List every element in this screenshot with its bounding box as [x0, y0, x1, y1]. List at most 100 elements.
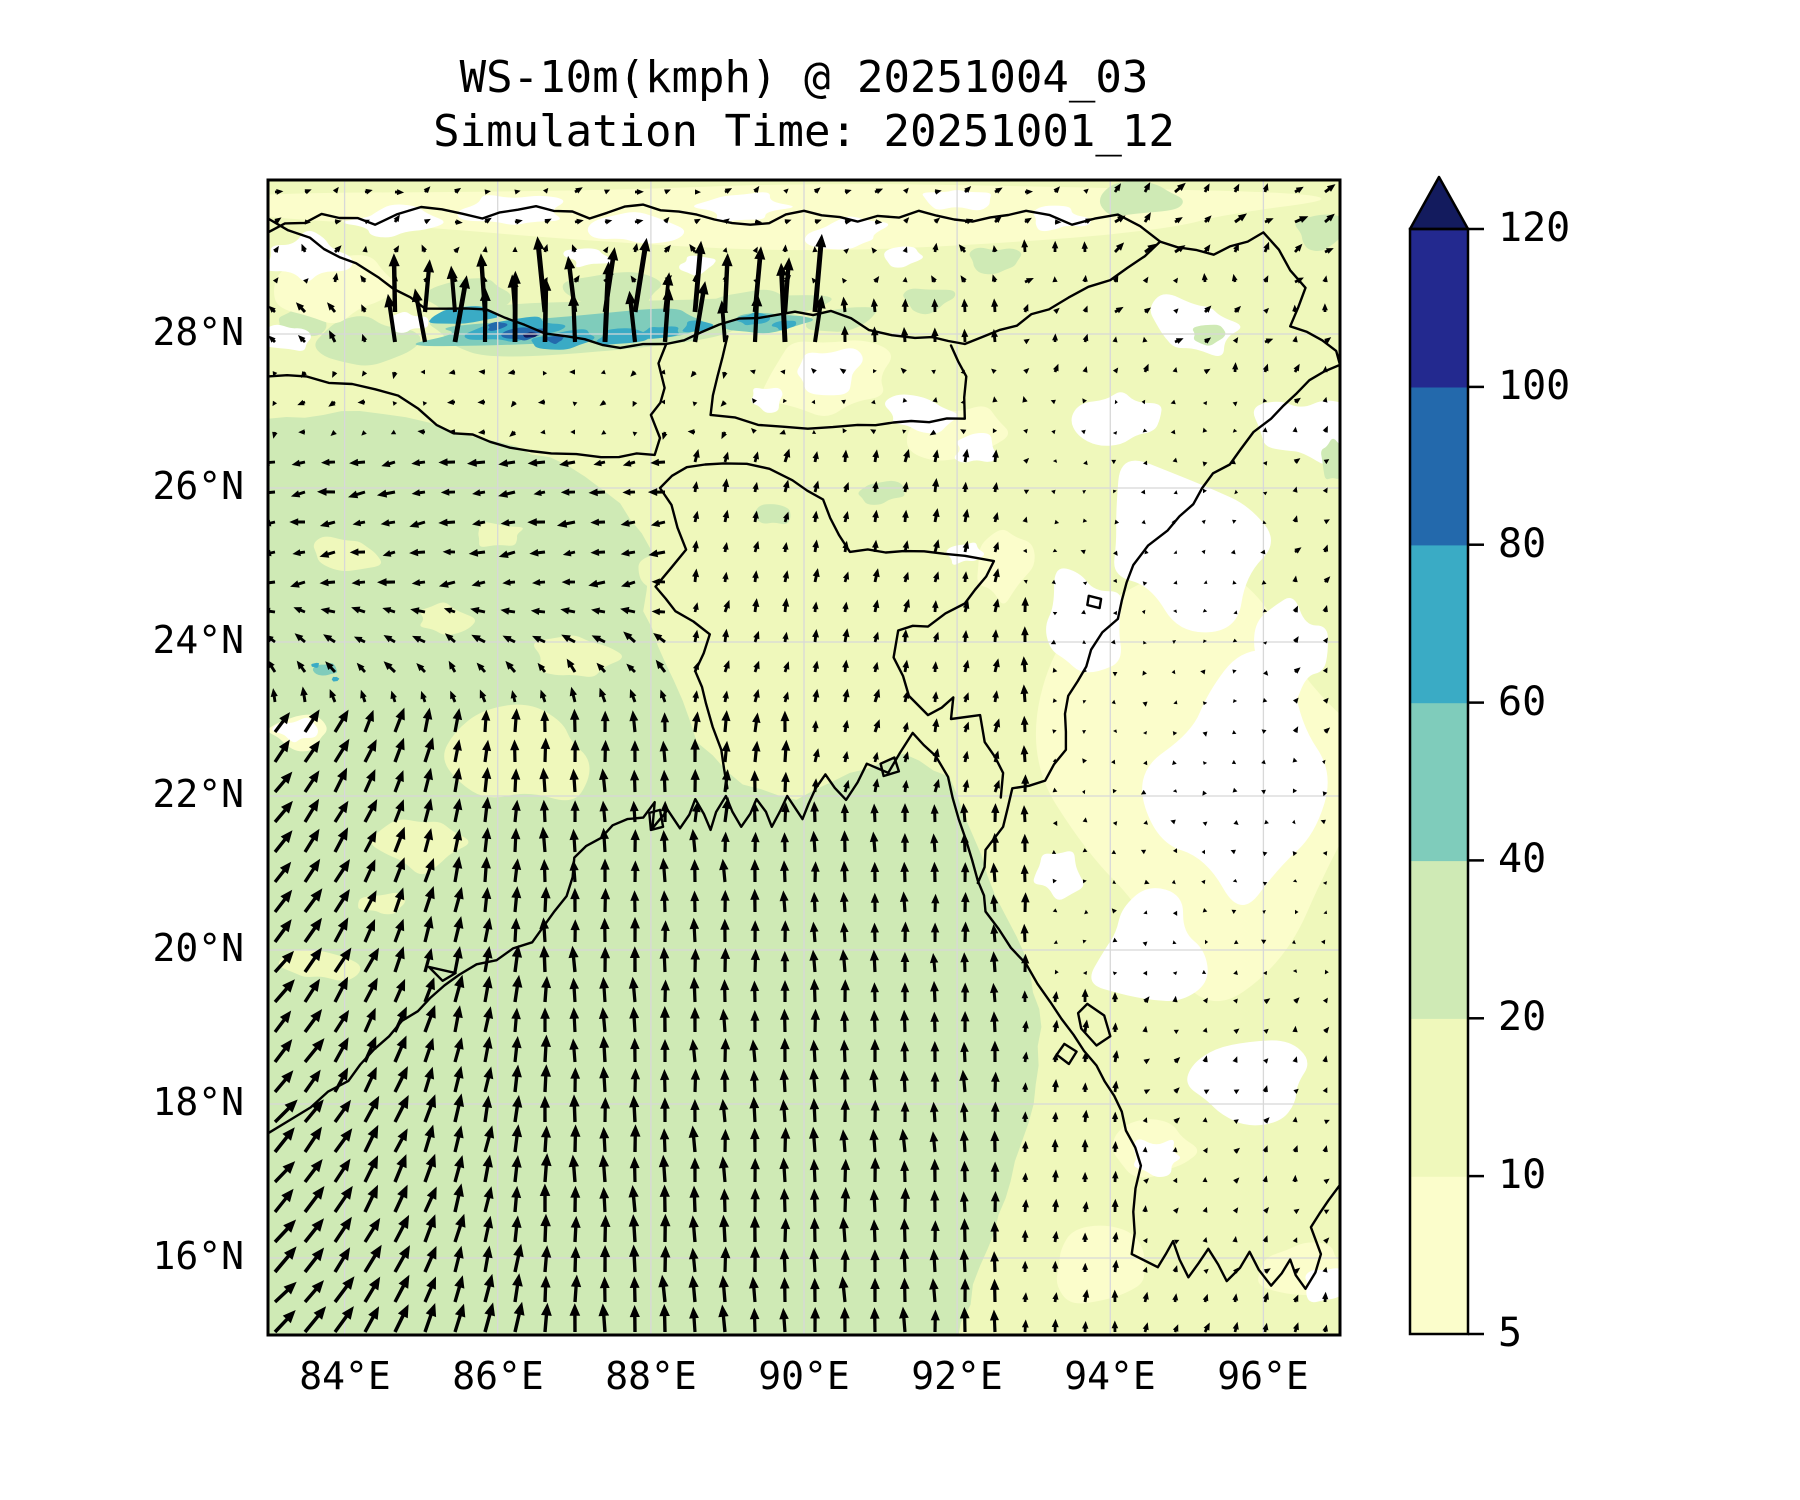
- wind-arrow: [1322, 1087, 1328, 1094]
- wind-arrow: [569, 369, 575, 375]
- wind-arrow: [692, 568, 700, 583]
- wind-arrow: [990, 1278, 1000, 1302]
- wind-arrow: [1021, 774, 1030, 792]
- wind-arrow: [1231, 759, 1237, 765]
- wind-arrow: [902, 246, 908, 253]
- wind-arrow: [1172, 789, 1178, 793]
- wind-arrow: [470, 607, 486, 615]
- wind-arrow: [452, 1005, 463, 1033]
- wind-arrow: [900, 951, 910, 972]
- wind-arrow: [1262, 183, 1269, 193]
- wind-arrow: [423, 1124, 435, 1153]
- wind-arrow: [720, 918, 730, 942]
- x-tick-label: 96°E: [1217, 1354, 1309, 1398]
- wind-arrow: [1082, 1262, 1089, 1272]
- wind-arrow: [782, 244, 788, 253]
- wind-arrow: [752, 398, 757, 404]
- wind-arrow: [781, 802, 790, 823]
- wind-arrow: [841, 325, 849, 342]
- wind-arrow: [870, 1277, 880, 1302]
- wind-arrow: [1322, 425, 1328, 433]
- wind-arrow: [268, 635, 276, 644]
- wind-arrow: [1052, 276, 1058, 283]
- wind-arrow: [932, 748, 940, 763]
- wind-arrow: [1052, 333, 1058, 343]
- wind-arrow: [1174, 182, 1186, 194]
- wind-arrow: [273, 712, 290, 733]
- wind-arrow: [689, 1039, 699, 1063]
- wind-arrow: [1233, 1147, 1240, 1154]
- wind-arrow: [1262, 609, 1268, 613]
- wind-arrow: [1231, 909, 1237, 914]
- wind-arrow: [782, 398, 788, 403]
- wind-arrow: [1141, 399, 1146, 405]
- wind-arrow: [1262, 1175, 1268, 1183]
- wind-arrow: [393, 770, 404, 793]
- wind-arrow: [1114, 242, 1125, 253]
- wind-arrow: [596, 662, 607, 673]
- wind-arrow: [393, 1184, 408, 1213]
- wind-arrow: [511, 1064, 522, 1093]
- wind-arrow: [1113, 183, 1121, 193]
- wind-arrow: [630, 916, 640, 942]
- wind-arrow: [1263, 1268, 1271, 1274]
- wind-arrow: [1173, 1029, 1179, 1035]
- wind-arrow: [598, 1154, 609, 1183]
- wind-arrow: [1023, 368, 1030, 374]
- wind-arrow: [542, 244, 549, 253]
- wind-arrow: [1202, 908, 1208, 913]
- wind-arrow: [1172, 731, 1178, 736]
- wind-arrow: [658, 1154, 670, 1183]
- wind-arrow: [1322, 487, 1328, 494]
- wind-arrow: [333, 1247, 351, 1273]
- wind-arrow: [779, 1188, 790, 1213]
- wind-arrow: [962, 600, 970, 613]
- wind-arrow: [902, 659, 910, 673]
- wind-arrow: [273, 919, 292, 943]
- wind-arrow: [357, 399, 366, 405]
- wind-arrow: [1024, 278, 1034, 284]
- wind-arrow: [1232, 362, 1239, 373]
- wind-arrow: [363, 1095, 380, 1123]
- wind-arrow: [529, 549, 546, 557]
- wind-arrow: [688, 1275, 699, 1303]
- wind-arrow: [1052, 991, 1059, 1003]
- wind-arrow: [1202, 1147, 1208, 1154]
- wind-arrow: [319, 578, 336, 587]
- wind-arrow: [1234, 489, 1238, 495]
- wind-arrow: [993, 541, 1000, 553]
- wind-arrow: [502, 635, 516, 644]
- wind-arrow: [873, 719, 881, 733]
- wind-arrow: [840, 830, 850, 852]
- wind-arrow: [273, 1219, 297, 1244]
- wind-arrow: [541, 976, 552, 1003]
- wind-arrow: [630, 1068, 641, 1092]
- wind-arrow: [901, 629, 909, 643]
- wind-arrow: [540, 1064, 551, 1093]
- wind-arrow: [1111, 759, 1116, 765]
- wind-arrow: [992, 750, 1000, 763]
- wind-arrow: [1203, 1322, 1210, 1333]
- wind-arrow: [993, 779, 1000, 793]
- wind-arrow: [1202, 701, 1208, 706]
- wind-arrow: [1023, 338, 1030, 345]
- wind-arrow: [1292, 788, 1298, 794]
- wind-arrow: [332, 371, 338, 378]
- wind-arrow: [1262, 363, 1269, 373]
- wind-arrow: [1051, 850, 1057, 854]
- wind-arrow: [692, 510, 700, 523]
- wind-arrow: [363, 219, 370, 225]
- wind-arrow: [1083, 188, 1089, 194]
- wind-arrow: [423, 886, 435, 913]
- wind-arrow: [452, 708, 463, 733]
- wind-arrow: [784, 219, 792, 225]
- wind-arrow: [842, 628, 850, 643]
- wind-arrow: [352, 519, 366, 527]
- wind-arrow: [513, 1301, 525, 1333]
- wind-arrow: [511, 1185, 522, 1213]
- wind-arrow: [812, 451, 819, 463]
- wind-arrow: [468, 549, 486, 557]
- wind-arrow: [440, 488, 455, 496]
- wind-arrow: [870, 429, 877, 435]
- wind-arrow: [1111, 1111, 1119, 1122]
